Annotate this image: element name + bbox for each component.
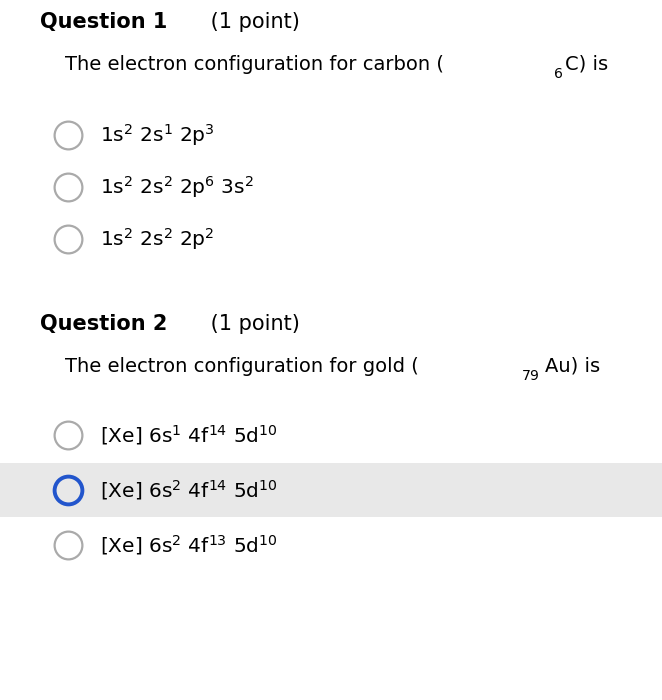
Text: Au) is: Au) is xyxy=(545,357,600,376)
Text: The electron configuration for gold (: The electron configuration for gold ( xyxy=(65,357,419,376)
Text: $\mathregular{1s^2\ 2s^2\ 2p^6\ 3s^2}$: $\mathregular{1s^2\ 2s^2\ 2p^6\ 3s^2}$ xyxy=(100,174,254,200)
Text: $\mathregular{[Xe]\ 6s^2\ 4f^{14}\ 5d^{10}}$: $\mathregular{[Xe]\ 6s^2\ 4f^{14}\ 5d^{1… xyxy=(100,478,278,502)
Text: 79: 79 xyxy=(522,369,540,383)
Text: (1 point): (1 point) xyxy=(205,12,301,32)
Text: (1 point): (1 point) xyxy=(205,314,301,334)
Text: Question 2: Question 2 xyxy=(40,314,167,334)
Text: $\mathregular{[Xe]\ 6s^1\ 4f^{14}\ 5d^{10}}$: $\mathregular{[Xe]\ 6s^1\ 4f^{14}\ 5d^{1… xyxy=(100,423,278,447)
Text: The electron configuration for carbon (: The electron configuration for carbon ( xyxy=(65,55,444,74)
Text: C) is: C) is xyxy=(565,55,608,74)
Text: $\mathregular{[Xe]\ 6s^2\ 4f^{13}\ 5d^{10}}$: $\mathregular{[Xe]\ 6s^2\ 4f^{13}\ 5d^{1… xyxy=(100,533,278,557)
Text: $\mathregular{1s^2\ 2s^1\ 2p^3}$: $\mathregular{1s^2\ 2s^1\ 2p^3}$ xyxy=(100,122,214,148)
Bar xyxy=(0,463,662,517)
Text: 6: 6 xyxy=(554,66,563,80)
Text: Question 1: Question 1 xyxy=(40,12,167,32)
Text: Question 2: Question 2 xyxy=(40,314,167,334)
Text: Question 1: Question 1 xyxy=(40,12,167,32)
Text: $\mathregular{1s^2\ 2s^2\ 2p^2}$: $\mathregular{1s^2\ 2s^2\ 2p^2}$ xyxy=(100,226,214,252)
